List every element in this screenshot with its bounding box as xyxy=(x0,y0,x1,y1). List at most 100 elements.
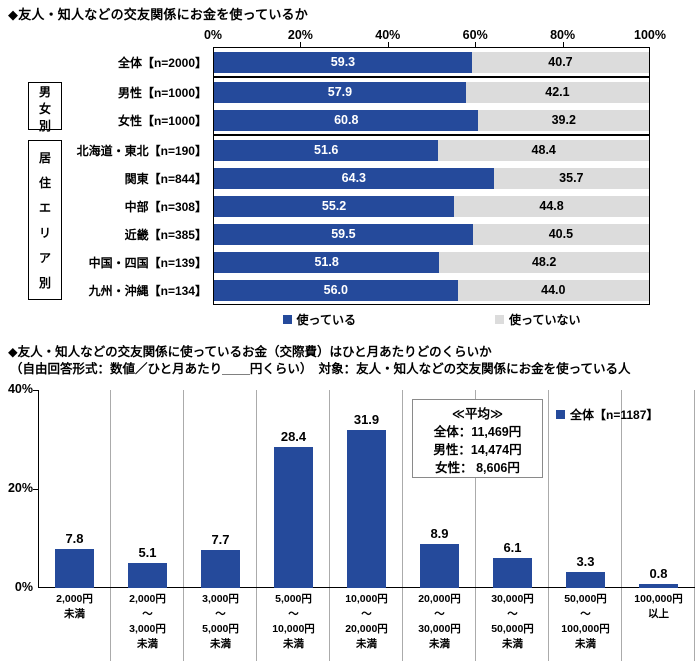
x-axis-category-label: 2,000円 ～ 3,000円 未満 xyxy=(111,592,184,652)
average-box-lines: 全体：11,469円 男性：14,474円 女性： 8,606円 xyxy=(413,423,542,477)
x-axis-category-label: 3,000円 ～ 5,000円 未満 xyxy=(184,592,257,652)
legend-swatch-not-used xyxy=(495,315,505,324)
group-label-char: 別 xyxy=(38,119,51,133)
bar-segment-used: 60.8 xyxy=(214,109,479,131)
bar-row: 51.6 48.4 xyxy=(214,136,649,164)
bar-segment-not-used: 48.4 xyxy=(438,139,649,161)
x-label-line: 2,000円 xyxy=(56,593,93,605)
row-label-cell: 九州・沖縄【n=134】 xyxy=(0,276,207,304)
stacked-bar: 55.2 44.8 xyxy=(214,195,649,217)
y-axis-tick-label: 20% xyxy=(7,481,33,495)
stacked-bar: 59.3 40.7 xyxy=(214,51,649,73)
x-label-line: 50,000円 xyxy=(564,593,607,605)
y-axis-tick-label: 40% xyxy=(7,382,33,396)
x-label-line: 未満 xyxy=(283,638,304,650)
bar-value-label: 7.8 xyxy=(65,531,84,547)
bar-value-label: 28.4 xyxy=(280,429,307,445)
bar-value-label: 0.8 xyxy=(649,566,668,582)
bar xyxy=(274,447,313,588)
row-label: 男性【n=1000】 xyxy=(117,85,207,100)
bar-group: 59.3 40.7 xyxy=(214,48,649,76)
x-axis-tick xyxy=(562,42,564,47)
category-separator-line xyxy=(548,390,549,661)
row-label: 北海道・東北【n=190】 xyxy=(76,143,207,158)
bar xyxy=(55,549,94,588)
x-label-line: ～ xyxy=(288,608,299,620)
x-label-line: 未満 xyxy=(137,638,158,650)
bar-value-label: 8.9 xyxy=(430,525,449,541)
x-label-line: ～ xyxy=(580,608,591,620)
bar-segment-not-used: 42.1 xyxy=(465,81,649,103)
label-group: 全体【n=2000】 xyxy=(0,48,207,76)
bar-row: 55.2 44.8 xyxy=(214,192,649,220)
x-label-line: ～ xyxy=(507,608,518,620)
x-label-line: 未満 xyxy=(210,638,231,650)
category-separator-line xyxy=(694,390,695,661)
bar-row: 59.3 40.7 xyxy=(214,48,649,76)
category-separator-line xyxy=(256,390,257,661)
category-separator-line xyxy=(402,390,403,661)
bar xyxy=(639,584,678,588)
bar-value-label: 31.9 xyxy=(353,412,380,428)
x-label-line: 3,000円 xyxy=(129,623,166,635)
x-label-line: 100,000円 xyxy=(634,593,683,605)
bar-row: 64.3 35.7 xyxy=(214,164,649,192)
bar xyxy=(128,562,167,588)
bar-segment-used: 51.8 xyxy=(214,251,440,273)
average-box: ≪平均≫ 全体：11,469円 男性：14,474円 女性： 8,606円 xyxy=(412,399,543,478)
x-label-line: 未満 xyxy=(429,638,450,650)
average-line: 男性：14,474円 xyxy=(433,443,522,457)
row-label-cell: 中国・四国【n=139】 xyxy=(0,248,207,276)
x-label-line: 未満 xyxy=(575,638,596,650)
bar-segment-not-used: 40.7 xyxy=(471,51,649,73)
bar-row: 56.0 44.0 xyxy=(214,276,649,304)
bottom-chart-title: ◆友人・知人などの交友関係に使っているお金（交際費）はひと月あたりどのくらいか xyxy=(8,345,492,359)
row-label: 関東【n=844】 xyxy=(124,171,207,186)
x-axis-tick-label: 40% xyxy=(375,28,401,42)
bar xyxy=(493,557,532,588)
row-label-cell: 中部【n=308】 xyxy=(0,192,207,220)
bar-value-label: 3.3 xyxy=(576,553,595,569)
x-label-line: ～ xyxy=(434,608,445,620)
bar-value-label: 6.1 xyxy=(503,539,522,555)
group-label-char: エ xyxy=(38,201,51,215)
x-label-line: 20,000円 xyxy=(345,623,388,635)
bar-segment-used: 51.6 xyxy=(214,139,439,161)
bar-row: 57.9 42.1 xyxy=(214,78,649,106)
bar-segment-used: 56.0 xyxy=(214,279,458,301)
group-label-char: 別 xyxy=(38,276,51,290)
x-label-line: 3,000円 xyxy=(202,593,239,605)
bar-segment-used: 64.3 xyxy=(214,167,494,189)
stacked-bar: 57.9 42.1 xyxy=(214,81,649,103)
group-label-box: 居住エリア別 xyxy=(28,140,62,300)
x-label-line: ～ xyxy=(142,608,153,620)
bar-segment-used: 59.5 xyxy=(214,223,473,245)
x-label-line: 未満 xyxy=(356,638,377,650)
x-label-line: 以上 xyxy=(648,608,669,620)
x-axis-category-label: 20,000円 ～ 30,000円 未満 xyxy=(403,592,476,652)
bottom-chart-legend: 全体【n=1187】 xyxy=(556,406,658,423)
x-label-line: 10,000円 xyxy=(345,593,388,605)
top-chart-title: ◆友人・知人などの交友関係にお金を使っているか xyxy=(8,7,308,22)
stacked-bar: 60.8 39.2 xyxy=(214,109,649,131)
row-label: 九州・沖縄【n=134】 xyxy=(88,283,207,298)
bar-value-label: 5.1 xyxy=(138,544,157,560)
x-label-line: 5,000円 xyxy=(202,623,239,635)
x-axis-tick xyxy=(300,42,302,47)
x-axis-category-label: 5,000円 ～ 10,000円 未満 xyxy=(257,592,330,652)
category-separator-line xyxy=(183,390,184,661)
stacked-bar: 51.6 48.4 xyxy=(214,139,649,161)
group-label-char: リ xyxy=(38,226,51,240)
bar-row: 51.8 48.2 xyxy=(214,248,649,276)
stacked-bar-plot: 59.3 40.7 57.9 42.1 60.8 39.2 51.6 48.4 64.3 35.7… xyxy=(213,47,650,305)
bar-row: 59.5 40.5 xyxy=(214,220,649,248)
category-separator-line xyxy=(621,390,622,661)
stacked-bar: 59.5 40.5 xyxy=(214,223,649,245)
legend-label: 全体【n=1187】 xyxy=(570,408,659,422)
row-label: 全体【n=2000】 xyxy=(117,55,207,70)
x-label-line: 30,000円 xyxy=(418,623,461,635)
group-label-char: 女 xyxy=(38,102,51,116)
x-label-line: 未満 xyxy=(64,608,85,620)
x-axis-tick-label: 20% xyxy=(287,28,313,42)
